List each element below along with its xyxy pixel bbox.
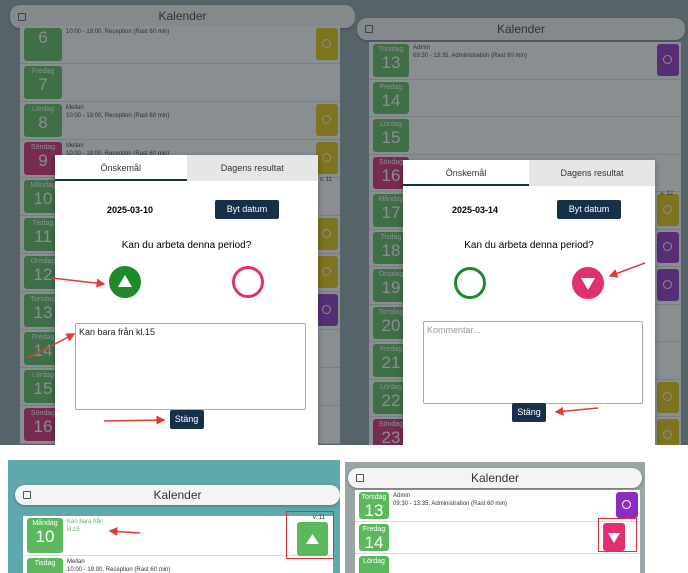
tab[interactable]: Dagens resultat: [186, 155, 318, 181]
wish-badge[interactable]: [297, 522, 328, 556]
day-number: 10: [35, 527, 55, 546]
change-date-button[interactable]: Byt datum: [215, 200, 279, 219]
week-label: v. 11: [312, 515, 325, 521]
change-date-button[interactable]: Byt datum: [557, 200, 621, 219]
shift-text: 09:30 - 13:35, Administration (Rast 60 m…: [393, 501, 508, 507]
tab[interactable]: Önskemål: [403, 160, 529, 186]
calendar-panel: Kalender610:00 - 19:00, Reception (Rast …: [0, 0, 355, 445]
shift-text: Admin: [393, 493, 411, 499]
day-row: Måndag 10 Kan bara från kl.15 v. 11: [23, 515, 333, 556]
shift-badge[interactable]: [616, 492, 638, 518]
day-name: Torsdag: [361, 494, 387, 501]
calendar-icon: [23, 491, 31, 499]
day-name: Lördag: [363, 558, 385, 565]
day-name: Fredag: [362, 526, 386, 533]
comment-field[interactable]: Kommentar...: [423, 321, 643, 404]
day-row: Lördag: [355, 554, 640, 573]
shift-text: Mellan: [67, 559, 85, 565]
no-option[interactable]: [572, 267, 604, 299]
close-button[interactable]: Stäng: [512, 403, 546, 422]
shift-text: 10:00 - 19:00, Reception (Rast 60 min): [67, 567, 171, 573]
tab[interactable]: Dagens resultat: [529, 160, 655, 186]
up-icon: [118, 275, 132, 287]
shift-text: kl.15: [67, 527, 80, 533]
day-name: Tisdag: [34, 560, 56, 567]
header: Kalender: [348, 468, 642, 488]
highlight-box: [286, 511, 334, 559]
header: Kalender: [15, 485, 340, 505]
day-box: Lördag: [359, 556, 389, 573]
modal: Önskemål Dagens resultat 2025-03-10 Byt dat…: [55, 155, 318, 445]
close-button[interactable]: Stäng: [169, 410, 204, 429]
question: Kan du arbeta denna period?: [121, 240, 252, 251]
day-row: Tisdag Mellan 10:00 - 19:00, Reception (Ra…: [23, 556, 333, 573]
question: Kan du arbeta denna period?: [464, 240, 594, 251]
day-number: 13: [364, 501, 384, 520]
yes-option[interactable]: [109, 266, 141, 298]
shift-text: Kan bara från: [67, 519, 104, 525]
down-icon: [581, 278, 595, 290]
comment-field[interactable]: Kan bara från kl.15: [75, 323, 306, 410]
tab[interactable]: Önskemål: [55, 155, 187, 181]
yes-option[interactable]: [454, 267, 486, 299]
calendar-icon: [356, 474, 364, 482]
calendar-panel: Kalender Måndag 10 Kan bara från kl.15 v. 11 T…: [8, 460, 340, 573]
date: 2025-03-10: [106, 205, 154, 215]
wish-badge[interactable]: [603, 523, 625, 551]
modal: Önskemål Dagens resultat 2025-03-14 Byt dat…: [403, 160, 655, 445]
date: 2025-03-14: [451, 205, 499, 215]
up-icon: [306, 534, 319, 544]
day-name: Måndag: [32, 520, 58, 527]
highlight-box: [598, 518, 637, 552]
down-icon: [608, 533, 620, 543]
no-option[interactable]: [232, 266, 264, 298]
day-number: 14: [364, 533, 384, 552]
day-box: Tisdag: [27, 558, 63, 573]
